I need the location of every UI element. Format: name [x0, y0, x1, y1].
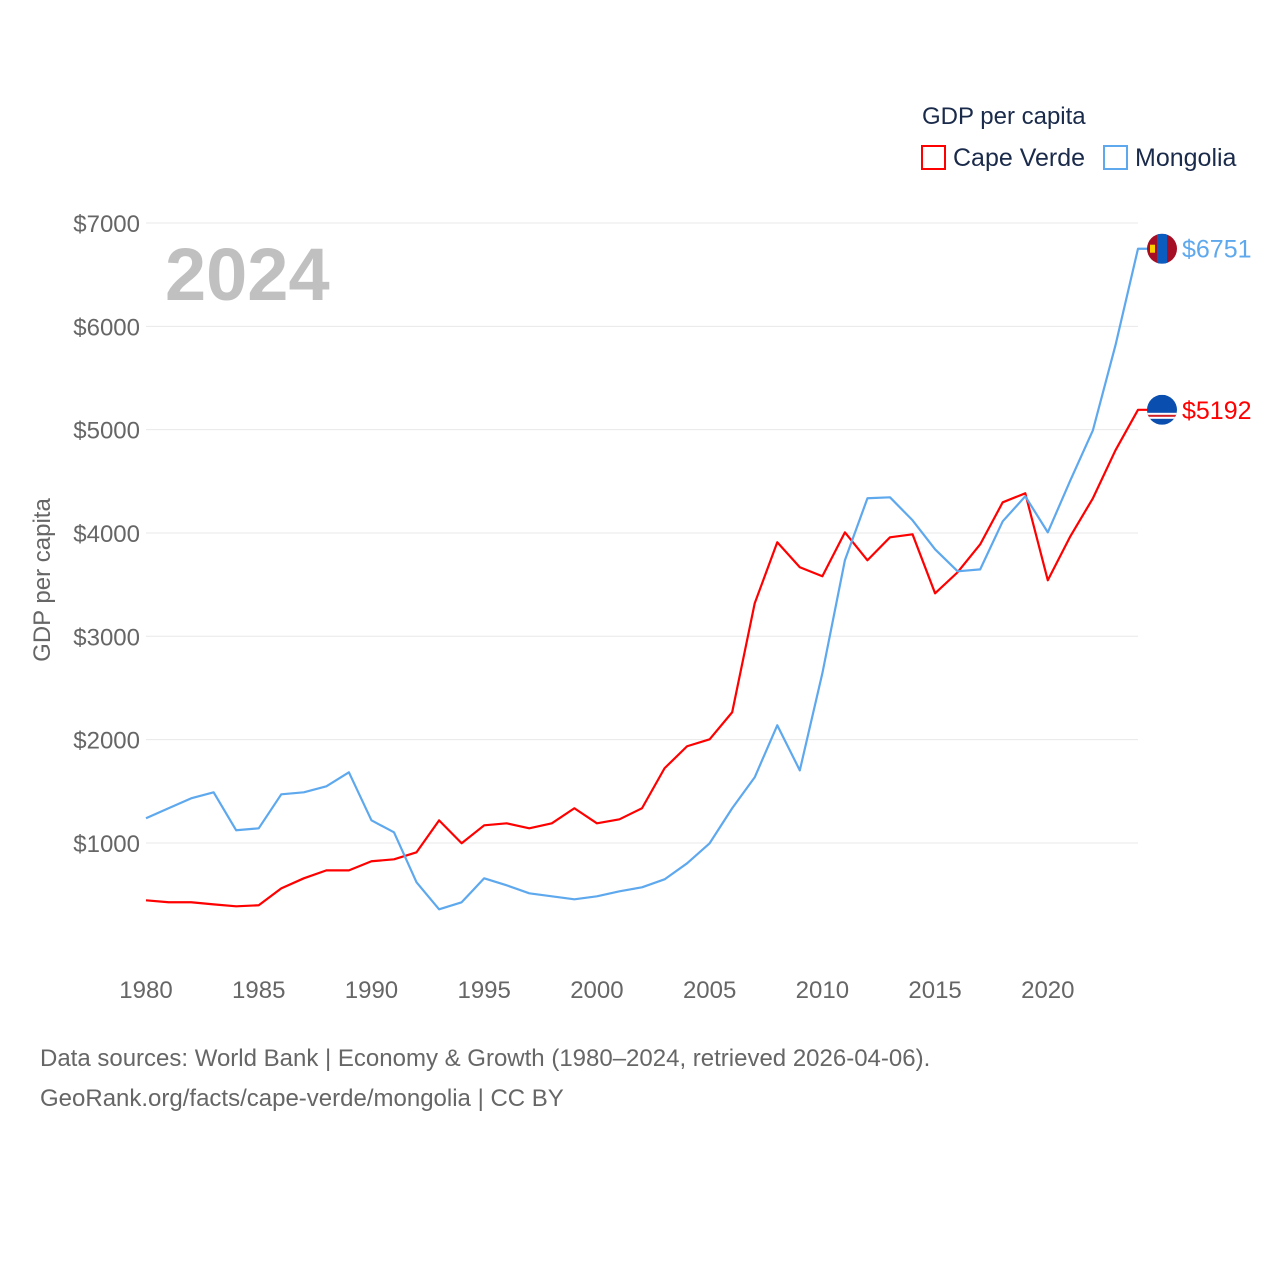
- x-tick-label: 1995: [457, 977, 510, 1004]
- x-axis-ticks: 1980 1985 1990 1995 2000 2005 2010 2015 2020: [119, 977, 1074, 1004]
- flag-body: [1147, 394, 1177, 425]
- y-tick-label: $2000: [73, 728, 140, 755]
- legend-swatch-cape-verde: [921, 145, 946, 170]
- footer-sources: Data sources: World Bank | Economy & Gro…: [40, 1045, 931, 1072]
- y-tick-label: $6000: [73, 314, 140, 341]
- x-tick-label: 1980: [119, 977, 172, 1004]
- series-line-mongolia: [145, 247, 1148, 911]
- y-axis-label: GDP per capita: [29, 498, 56, 662]
- end-value-label: $6751: [1182, 236, 1252, 264]
- flag-field: [1147, 394, 1177, 425]
- legend-label-cape-verde: Cape Verde: [953, 144, 1085, 172]
- legend-label-mongolia: Mongolia: [1135, 144, 1237, 172]
- x-tick-label: 2020: [1021, 977, 1074, 1004]
- x-tick-label: 2005: [683, 977, 736, 1004]
- series-line-cape-verde: [145, 408, 1148, 908]
- x-tick-label: 2000: [570, 977, 623, 1004]
- y-axis-ticks: $1000 $2000 $3000 $4000 $5000 $6000 $7000: [73, 211, 140, 858]
- x-tick-label: 1985: [232, 977, 285, 1004]
- flag-body: [1147, 233, 1177, 264]
- end-labels: $5192 $6751: [1147, 233, 1252, 425]
- x-tick-label: 1990: [345, 977, 398, 1004]
- cape-verde-flag-icon: [1147, 394, 1177, 425]
- flag-stripe: [1147, 414, 1177, 417]
- legend: GDP per capita Cape Verde Mongolia: [921, 103, 1237, 172]
- y-tick-label: $1000: [73, 831, 140, 858]
- y-tick-label: $7000: [73, 211, 140, 238]
- series-lines: [145, 247, 1148, 911]
- gridlines: [146, 222, 1138, 844]
- footer-link: GeoRank.org/facts/cape-verde/mongolia | …: [40, 1085, 564, 1112]
- legend-title: GDP per capita: [922, 103, 1086, 130]
- x-tick-label: 2015: [908, 977, 961, 1004]
- soyombo-symbol: [1150, 244, 1155, 253]
- x-tick-label: 2010: [796, 977, 849, 1004]
- mongolia-flag-icon: [1147, 233, 1177, 264]
- legend-swatch-mongolia: [1103, 145, 1128, 170]
- year-label: 2024: [165, 233, 330, 316]
- y-tick-label: $5000: [73, 418, 140, 445]
- y-tick-label: $4000: [73, 521, 140, 548]
- y-tick-label: $3000: [73, 624, 140, 651]
- flag-stripe: [1157, 233, 1167, 264]
- end-value-label: $5192: [1182, 397, 1252, 425]
